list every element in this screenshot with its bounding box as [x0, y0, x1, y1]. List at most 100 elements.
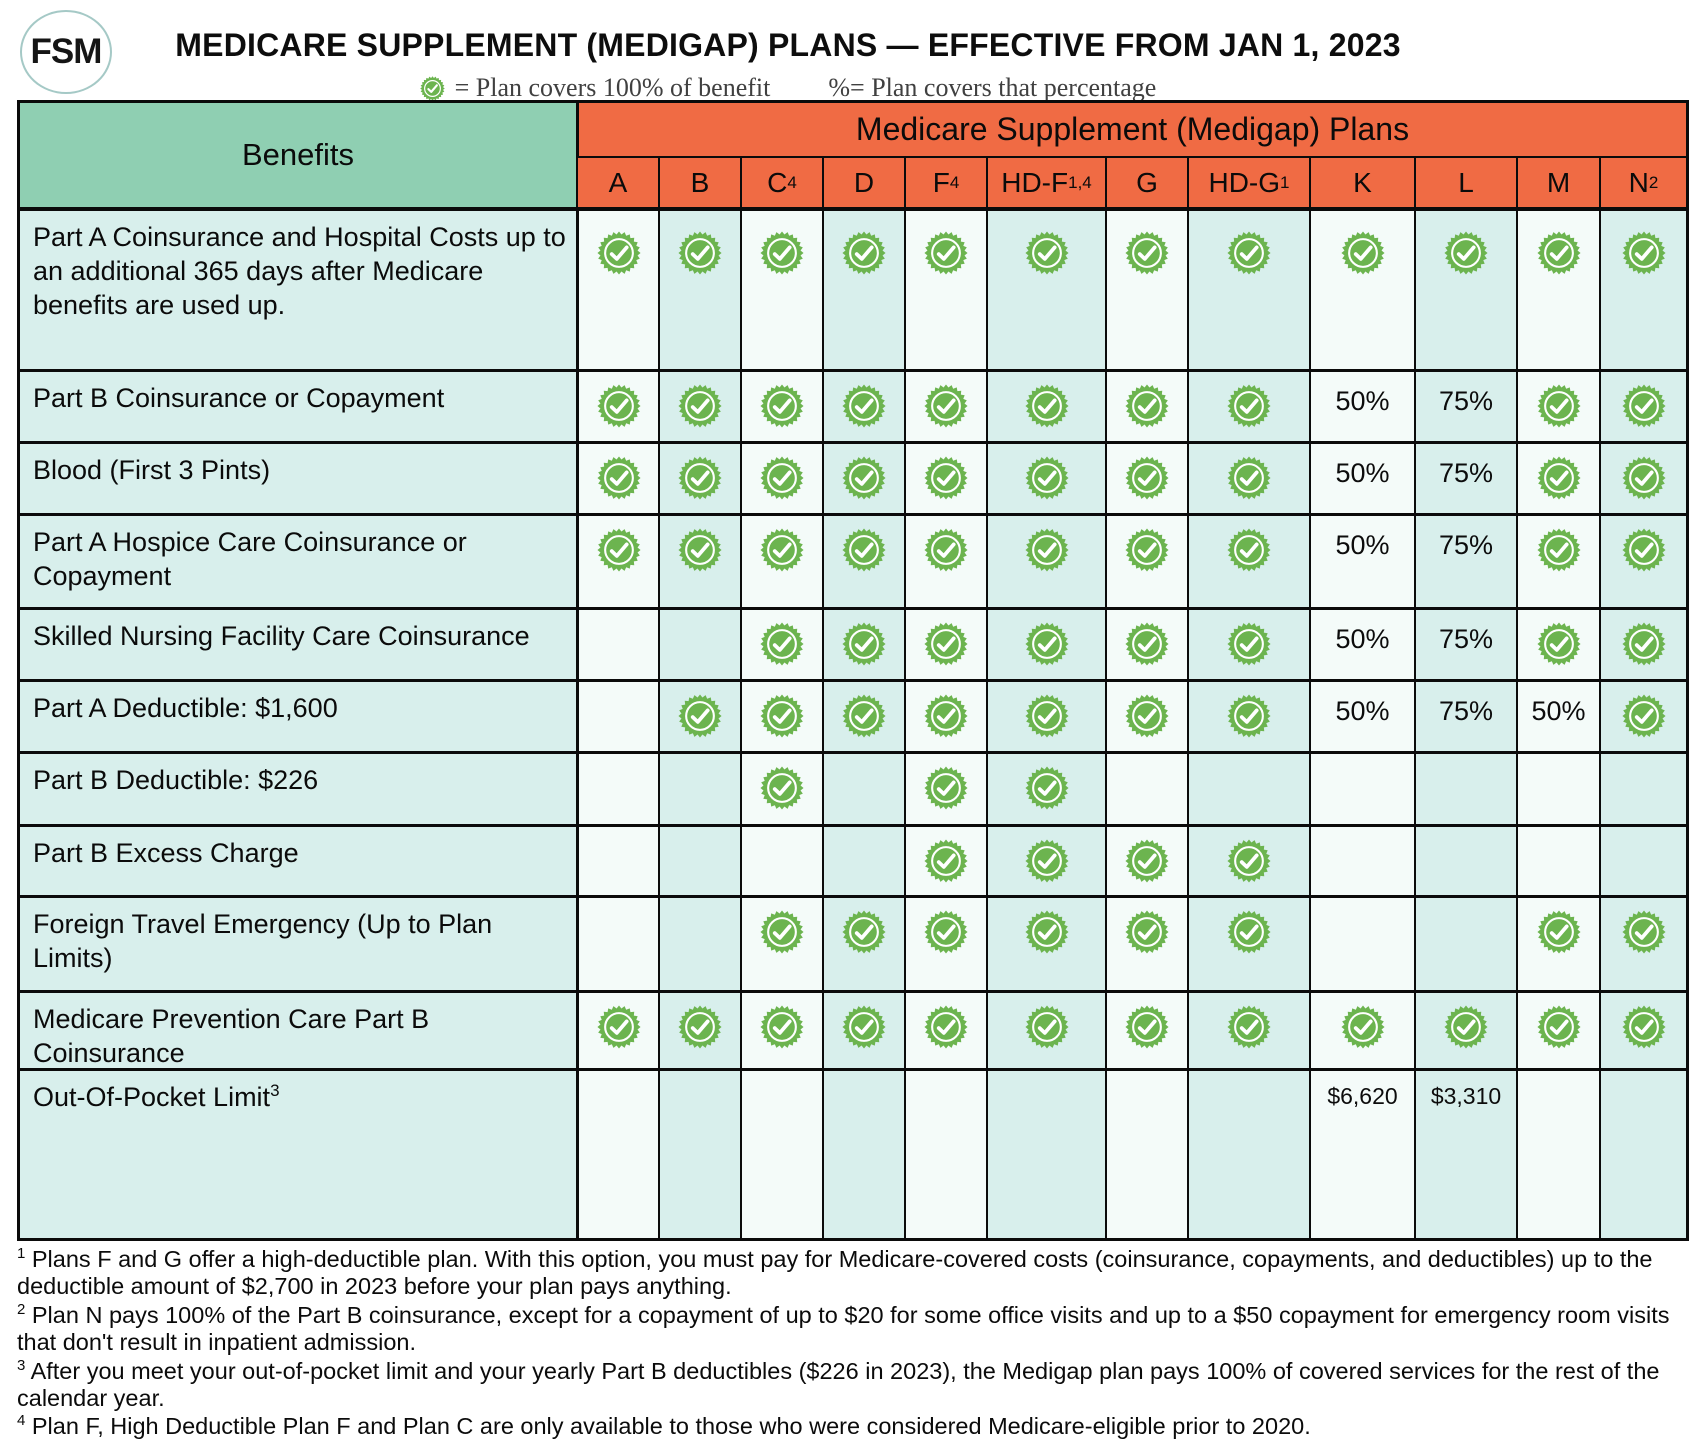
check-badge-icon	[597, 528, 641, 572]
check-badge-icon	[1125, 384, 1169, 428]
check-badge-icon	[760, 384, 804, 428]
plan-cell	[822, 751, 904, 824]
plan-cell	[904, 751, 986, 824]
check-badge-icon	[1537, 456, 1581, 500]
coverage-percent-value: 50%	[1335, 696, 1390, 726]
plan-cell	[904, 513, 986, 607]
check-badge-icon	[1125, 456, 1169, 500]
page-header: MEDICARE SUPPLEMENT (MEDIGAP) PLANS — EF…	[0, 0, 1576, 103]
plan-cell	[822, 369, 904, 441]
check-badge-icon	[1622, 1005, 1666, 1049]
plan-cell: 75%	[1414, 369, 1516, 441]
coverage-percent-value: 50%	[1335, 530, 1390, 560]
check-badge-icon	[924, 622, 968, 666]
plan-column-label: M	[1546, 166, 1571, 198]
plan-column-header-K: K	[1309, 156, 1414, 207]
check-badge-icon	[1537, 384, 1581, 428]
plan-cell: 50%	[1309, 679, 1414, 751]
plan-cell	[1516, 751, 1599, 824]
check-badge-icon	[1537, 1005, 1581, 1049]
benefit-text: Part A Deductible: $1,600	[33, 693, 338, 723]
footnote: 1 Plans F and G offer a high-deductible …	[17, 1245, 1695, 1301]
plan-cell	[986, 895, 1105, 990]
check-badge-icon	[924, 456, 968, 500]
plan-cell	[1414, 207, 1516, 369]
plan-cell	[1105, 824, 1187, 895]
check-badge-icon	[1622, 384, 1666, 428]
plan-column-label: D	[853, 166, 875, 198]
plan-cell	[740, 824, 822, 895]
plan-cell: 50%	[1309, 369, 1414, 441]
benefit-superscript: 3	[270, 1081, 280, 1100]
footnote-text: Plans F and G offer a high-deductible pl…	[17, 1245, 1653, 1300]
check-badge-icon	[1622, 910, 1666, 954]
check-badge-icon	[760, 766, 804, 810]
plan-cell	[1105, 990, 1187, 1068]
plan-cell	[658, 441, 740, 513]
plan-column-label: N	[1628, 166, 1649, 198]
check-badge-icon	[924, 528, 968, 572]
plan-cell	[1414, 895, 1516, 990]
plan-cell: 50%	[1309, 441, 1414, 513]
plan-cell: 75%	[1414, 441, 1516, 513]
plan-cell	[822, 679, 904, 751]
check-badge-icon	[1227, 528, 1271, 572]
check-badge-icon	[1622, 456, 1666, 500]
plan-cell	[740, 513, 822, 607]
plan-cell	[658, 607, 740, 679]
plan-cell	[1516, 607, 1599, 679]
coverage-percent-value: 75%	[1438, 458, 1494, 488]
check-badge-icon	[1537, 910, 1581, 954]
benefit-label: Medicare Prevention Care Part B Coinsura…	[20, 990, 576, 1068]
plan-cell	[576, 513, 658, 607]
check-badge-icon	[420, 76, 445, 101]
plan-cell	[1599, 1068, 1686, 1238]
plan-cell	[1599, 990, 1686, 1068]
plan-cell	[1105, 751, 1187, 824]
plan-column-header-M: M	[1516, 156, 1599, 207]
plan-cell	[1105, 369, 1187, 441]
check-badge-icon	[678, 694, 722, 738]
check-badge-icon	[1227, 839, 1271, 883]
check-badge-icon	[760, 694, 804, 738]
plan-cell	[1105, 607, 1187, 679]
plan-cell	[576, 990, 658, 1068]
benefit-label: Blood (First 3 Pints)	[20, 441, 576, 513]
plan-cell	[576, 824, 658, 895]
plan-cell: 50%	[1309, 607, 1414, 679]
plan-cell	[1599, 679, 1686, 751]
plan-cell	[1516, 441, 1599, 513]
plan-cell	[740, 679, 822, 751]
plan-cell	[1599, 369, 1686, 441]
check-badge-icon	[1622, 231, 1666, 275]
plan-cell	[740, 207, 822, 369]
plan-cell	[1105, 207, 1187, 369]
plan-column-label: F	[932, 166, 950, 198]
legend-check-label: = Plan covers 100% of benefit	[454, 73, 771, 102]
check-badge-icon	[1227, 622, 1271, 666]
check-badge-icon	[1341, 1005, 1385, 1049]
plan-column-label: HD-F	[1001, 166, 1069, 198]
plan-cell	[1309, 990, 1414, 1068]
plan-cell	[740, 369, 822, 441]
check-badge-icon	[1537, 528, 1581, 572]
benefit-text: Part B Coinsurance or Copayment	[33, 383, 445, 413]
plan-cell: 75%	[1414, 607, 1516, 679]
plan-cell	[1599, 513, 1686, 607]
plan-cell	[986, 207, 1105, 369]
check-badge-icon	[1444, 1005, 1488, 1049]
check-badge-icon	[842, 384, 886, 428]
check-badge-icon	[597, 456, 641, 500]
plan-cell: 75%	[1414, 513, 1516, 607]
plan-cell: $6,620	[1309, 1068, 1414, 1238]
check-badge-icon	[1025, 622, 1069, 666]
coverage-percent-value: 75%	[1438, 386, 1494, 416]
check-badge-icon	[1025, 766, 1069, 810]
plan-column-header-A: A	[576, 156, 658, 207]
plan-cell	[1187, 513, 1309, 607]
coverage-percent-value: 50%	[1335, 458, 1390, 488]
plan-column-header-G: G	[1105, 156, 1187, 207]
plan-cell	[822, 207, 904, 369]
